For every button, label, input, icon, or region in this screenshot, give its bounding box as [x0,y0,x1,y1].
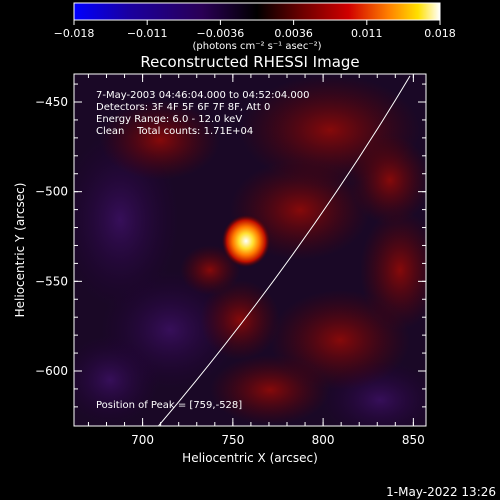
flare-source [222,215,270,267]
colorbar-ticks: −0.018 −0.011 −0.0036 0.0036 0.011 0.018 [54,20,456,40]
x-tick-label: 850 [402,433,425,447]
axis-ticks: 700 750 800 850 −450 −500 −550 −600 [35,74,426,447]
info-detectors: Detectors: 3F 4F 5F 6F 7F 8F, Att 0 [96,102,270,113]
x-tick-label: 800 [312,433,335,447]
y-axis-label: Heliocentric Y (arcsec) [13,183,27,318]
y-tick-label: −550 [35,274,68,288]
colorbar-tick-label: −0.0036 [197,27,245,40]
plot-frame [73,73,427,427]
x-tick-label: 700 [131,433,154,447]
colorbar-tick-label: 0.011 [351,27,383,40]
colorbar-tick-label: −0.011 [127,27,168,40]
info-time-range: 7-May-2003 04:46:04.000 to 04:52:04.000 [96,90,309,101]
peak-position-label: Position of Peak = [759,-528] [96,400,242,411]
solar-image [74,74,426,426]
colorbar-units: (photons cm⁻² s⁻¹ asec⁻²) [192,41,321,52]
colorbar-tick-label: −0.018 [54,27,95,40]
colorbar [73,2,441,21]
plot-title: Reconstructed RHESSI Image [140,53,359,71]
solar-limb-line [157,75,411,426]
colorbar-tick-label: 0.0036 [274,27,313,40]
y-tick-label: −600 [35,364,68,378]
y-tick-label: −450 [35,95,68,109]
x-axis-label: Heliocentric X (arcsec) [182,451,318,465]
colorbar-tick-label: 0.018 [424,27,456,40]
y-tick-label: −500 [35,185,68,199]
info-energy-range: Energy Range: 6.0 - 12.0 keV [96,114,242,125]
info-clean-counts: Clean Total counts: 1.71E+04 [96,126,253,137]
timestamp: 1-May-2022 13:26 [386,485,496,499]
x-tick-label: 750 [221,433,244,447]
